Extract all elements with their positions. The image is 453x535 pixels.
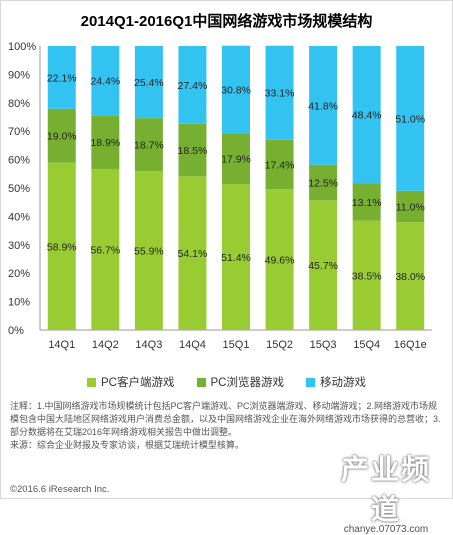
data-label: 25.4%: [134, 77, 164, 89]
bar-segment: [134, 118, 163, 172]
bar-segment: [134, 46, 163, 119]
y-tick-label: 10%: [8, 297, 30, 309]
x-tick-label: 14Q2: [92, 339, 119, 351]
stacked-bar-chart: 0% 10% 20% 30% 40% 50% 60% 70% 80% 90% 100% 58.9% 19…: [8, 41, 432, 351]
data-label: 18.7%: [134, 140, 164, 152]
legend-label: 移动游戏: [319, 377, 366, 389]
bar-segment: [222, 133, 250, 185]
y-tick-label: 20%: [8, 268, 30, 280]
bar-segment: [352, 220, 381, 330]
bar-segment: [178, 123, 207, 177]
data-label: 38.5%: [352, 270, 382, 282]
bar-segment: [47, 162, 76, 330]
legend-item-pc-browser: PC浏览器游戏: [196, 374, 284, 390]
bar-segment: [222, 184, 250, 330]
x-tick-label: 15Q4: [353, 339, 380, 351]
data-label: 22.1%: [47, 72, 77, 84]
chart-title: 2014Q1-2016Q1中国网络游戏市场规模结构: [80, 13, 373, 30]
y-tick-label: 50%: [8, 183, 30, 195]
data-label: 41.8%: [308, 100, 338, 112]
data-label: 18.9%: [90, 137, 120, 149]
data-label: 17.4%: [265, 159, 295, 171]
y-tick-label: 60%: [8, 155, 30, 167]
x-tick-label: 15Q1: [223, 339, 250, 351]
bar-segment: [309, 46, 338, 165]
legend-label: PC客户端游戏: [101, 377, 175, 389]
data-label: 13.1%: [352, 197, 382, 209]
data-label: 30.8%: [221, 84, 251, 96]
x-tick-label: 14Q3: [135, 339, 162, 351]
x-tick-label: 15Q3: [310, 339, 337, 351]
legend-label: PC浏览器游戏: [210, 377, 284, 389]
bar-segment: [222, 45, 250, 134]
chart-legend: PC客户端游戏 PC浏览器游戏 移动游戏: [0, 374, 453, 390]
bar-segment: [91, 46, 120, 116]
data-label: 19.0%: [47, 131, 77, 143]
bar-segment: [396, 46, 425, 191]
legend-swatch: [305, 377, 315, 387]
bar-segment: [352, 183, 381, 221]
bar-segment: [91, 115, 120, 169]
data-label: 56.7%: [90, 244, 120, 256]
x-tick-label: 14Q1: [48, 339, 75, 351]
site-watermark: 产业频道 chanye.07073.com: [331, 448, 441, 535]
data-label: 38.0%: [395, 271, 425, 283]
bar-segment: [265, 139, 294, 190]
copyright: ©2016.6 iResearch Inc.: [10, 484, 110, 495]
y-tick-label: 100%: [8, 41, 36, 53]
bar-segment: [47, 108, 76, 163]
data-label: 45.7%: [308, 260, 338, 272]
data-label: 51.0%: [395, 113, 425, 125]
x-tick-label: 16Q1e: [394, 339, 427, 351]
bar-segment: [396, 190, 425, 223]
data-label: 58.9%: [47, 241, 77, 253]
data-label: 33.1%: [265, 88, 295, 100]
bar-segment: [265, 189, 294, 330]
bar-segment: [309, 200, 338, 330]
data-label: 12.5%: [308, 177, 338, 189]
data-label: 49.6%: [265, 255, 295, 267]
y-tick-label: 90%: [8, 69, 30, 81]
data-label: 51.4%: [221, 252, 251, 264]
data-label: 54.1%: [178, 248, 208, 260]
y-tick-label: 30%: [8, 240, 30, 252]
bar-segment: [134, 171, 163, 330]
y-tick-label: 70%: [8, 126, 30, 138]
notes-text: 注释：1.中国网络游戏市场规模统计包括PC客户端游戏、PC浏览器端游戏、移动端游…: [10, 401, 441, 437]
bar-segment: [178, 176, 207, 330]
bar-segment: [47, 46, 76, 109]
y-tick-label: 0%: [8, 325, 24, 337]
legend-swatch: [87, 377, 97, 387]
bar-segment: [396, 222, 425, 330]
data-label: 17.9%: [221, 154, 251, 166]
y-tick-label: 40%: [8, 211, 30, 223]
legend-item-mobile: 移动游戏: [305, 374, 366, 390]
x-tick-label: 15Q2: [266, 339, 293, 351]
x-tick-label: 14Q4: [179, 339, 206, 351]
source-text: 来源：综合企业财报及专家访谈，根据艾瑞统计模型核算。: [10, 440, 245, 450]
data-label: 55.9%: [134, 246, 164, 258]
bar-segment: [352, 46, 381, 184]
bar-segment: [178, 46, 207, 124]
data-label: 24.4%: [90, 76, 120, 88]
chart-notes: 注释：1.中国网络游戏市场规模统计包括PC客户端游戏、PC浏览器端游戏、移动端游…: [10, 400, 442, 452]
data-label: 18.5%: [178, 145, 208, 157]
legend-item-pc-client: PC客户端游戏: [87, 374, 175, 390]
data-label: 48.4%: [352, 110, 382, 122]
bar-segment: [309, 164, 338, 201]
data-label: 27.4%: [178, 80, 208, 92]
bar-segment: [265, 45, 294, 140]
watermark-url: chanye.07073.com: [343, 524, 429, 535]
legend-swatch: [196, 377, 206, 387]
y-tick-label: 80%: [8, 98, 30, 110]
data-label: 11.0%: [396, 201, 425, 213]
watermark-main: 产业频道: [340, 454, 431, 525]
bar-segment: [91, 168, 120, 330]
